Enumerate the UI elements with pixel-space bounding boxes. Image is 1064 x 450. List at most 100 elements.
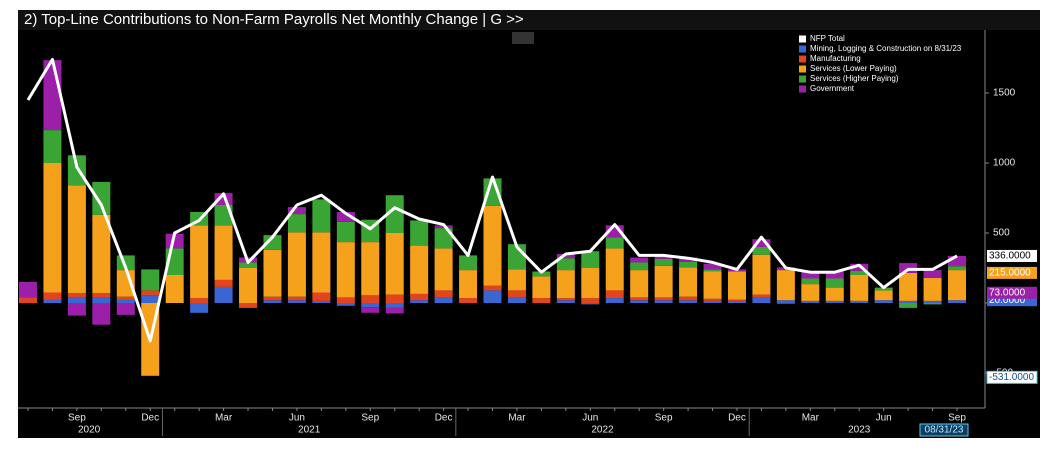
bar bbox=[190, 298, 209, 303]
bar bbox=[752, 294, 771, 298]
bar bbox=[214, 279, 233, 287]
legend-label: Services (Higher Paying) bbox=[810, 74, 899, 83]
bar bbox=[43, 292, 62, 300]
last-value-box bbox=[987, 249, 1037, 262]
bar bbox=[679, 267, 698, 297]
bar bbox=[263, 249, 282, 297]
legend-label: Government bbox=[810, 84, 855, 93]
bar bbox=[385, 233, 404, 295]
x-tick-label: Sep bbox=[68, 413, 86, 424]
bar bbox=[410, 300, 429, 303]
bar bbox=[850, 300, 869, 303]
x-tick-label: Dec bbox=[141, 413, 159, 424]
x-tick-label: Mar bbox=[508, 413, 526, 424]
bar bbox=[263, 235, 282, 250]
bar bbox=[605, 237, 624, 249]
legend-label: NFP Total bbox=[810, 34, 845, 43]
bar bbox=[752, 247, 771, 255]
bar bbox=[312, 292, 331, 301]
bar bbox=[948, 255, 966, 267]
bar bbox=[263, 296, 282, 301]
x-tick-label: Sep bbox=[361, 413, 379, 424]
last-value-label: 73.0000 bbox=[989, 287, 1026, 298]
last-value-label: 336.0000 bbox=[989, 251, 1031, 262]
bar bbox=[850, 275, 869, 301]
last-value-label: 215.0000 bbox=[989, 268, 1031, 279]
bar bbox=[556, 270, 575, 299]
chart-type-button[interactable] bbox=[512, 32, 534, 44]
bar bbox=[605, 248, 624, 291]
bar bbox=[605, 298, 624, 303]
bar bbox=[703, 271, 722, 299]
bar bbox=[385, 307, 404, 314]
bar bbox=[214, 286, 233, 303]
year-label: 2021 bbox=[298, 425, 321, 436]
bar bbox=[385, 294, 404, 303]
bar bbox=[532, 276, 551, 299]
date-box bbox=[919, 423, 969, 437]
bar bbox=[459, 298, 478, 303]
bar bbox=[92, 181, 111, 215]
bar bbox=[850, 270, 869, 275]
bar bbox=[532, 298, 551, 303]
bar bbox=[703, 269, 722, 272]
bar bbox=[556, 298, 575, 301]
bar bbox=[874, 290, 893, 301]
bar bbox=[654, 256, 673, 259]
bar bbox=[605, 225, 624, 238]
title-bar bbox=[18, 10, 1040, 30]
legend-swatch bbox=[799, 85, 806, 93]
y-tick-label: 1500 bbox=[993, 88, 1016, 99]
bar bbox=[703, 298, 722, 301]
bar bbox=[630, 262, 649, 271]
bar bbox=[483, 285, 502, 291]
legend-label: Manufacturing bbox=[810, 54, 861, 63]
bar bbox=[556, 254, 575, 259]
bar bbox=[556, 258, 575, 271]
bar bbox=[336, 303, 355, 306]
last-value-label: 20.0000 bbox=[989, 295, 1026, 306]
bar bbox=[214, 225, 233, 280]
bar bbox=[459, 270, 478, 299]
bar bbox=[287, 296, 306, 301]
bar bbox=[239, 268, 258, 303]
bar bbox=[19, 282, 37, 298]
bar bbox=[825, 287, 844, 301]
x-tick-label: Dec bbox=[728, 413, 746, 424]
last-value-box bbox=[987, 266, 1037, 279]
bar bbox=[43, 299, 62, 303]
bar bbox=[752, 239, 771, 247]
bar bbox=[507, 290, 526, 298]
bar bbox=[923, 270, 942, 278]
bar bbox=[385, 303, 404, 308]
x-tick-label: Mar bbox=[215, 413, 233, 424]
bar bbox=[679, 261, 698, 268]
date-label: 08/31/23 bbox=[925, 425, 964, 436]
y-tick-label: 1000 bbox=[993, 158, 1016, 169]
bar bbox=[801, 284, 820, 301]
annotation-label: -531.0000 bbox=[989, 372, 1034, 383]
line bbox=[26, 57, 958, 343]
bar bbox=[948, 266, 966, 271]
bar bbox=[850, 263, 869, 271]
bar bbox=[923, 277, 942, 301]
last-value-box bbox=[987, 286, 1037, 299]
bar bbox=[92, 297, 111, 303]
bar bbox=[703, 300, 722, 303]
bar bbox=[752, 297, 771, 303]
x-tick-label: Sep bbox=[948, 413, 966, 424]
bar bbox=[434, 228, 453, 249]
bar bbox=[361, 295, 380, 303]
bar bbox=[727, 271, 746, 300]
bar bbox=[727, 300, 746, 303]
chart-title: 2) Top-Line Contributions to Non-Farm Pa… bbox=[24, 11, 524, 28]
bar bbox=[483, 290, 502, 303]
bar bbox=[948, 300, 966, 303]
bar bbox=[116, 296, 135, 300]
bar bbox=[141, 269, 160, 291]
bar bbox=[752, 254, 771, 295]
bar bbox=[434, 297, 453, 303]
bar bbox=[630, 297, 649, 301]
